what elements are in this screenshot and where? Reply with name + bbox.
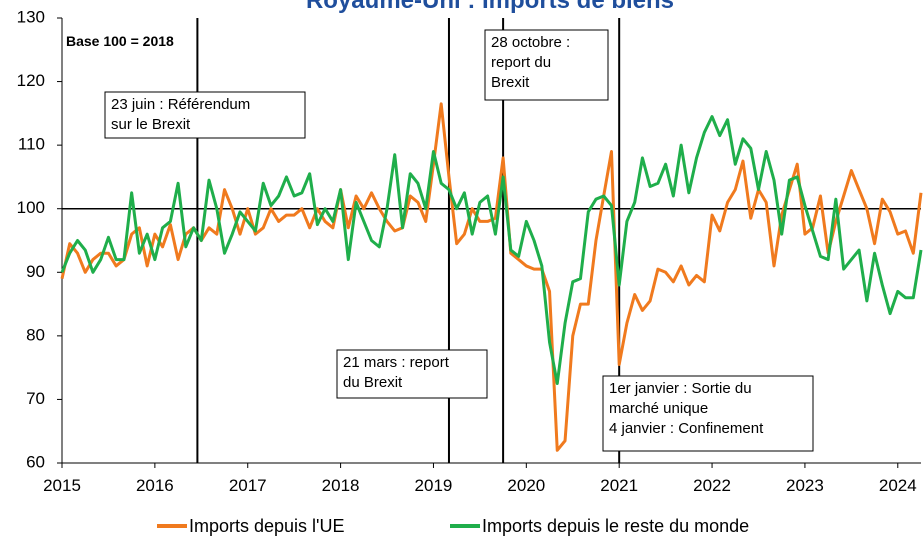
annotation-box bbox=[484, 29, 609, 101]
x-tick-label: 2017 bbox=[229, 476, 267, 495]
annotation-text: sur le Brexit bbox=[111, 116, 191, 133]
y-tick-label: 90 bbox=[26, 262, 45, 281]
y-tick-label: 110 bbox=[18, 135, 45, 154]
legend-label: Imports depuis le reste du monde bbox=[482, 516, 749, 536]
annotation-text: 23 juin : Référendum bbox=[111, 96, 250, 113]
annotation-text: 1er janvier : Sortie du bbox=[609, 380, 752, 397]
x-tick-label: 2018 bbox=[322, 476, 360, 495]
chart-title: Royaume-Uni : Imports de biens bbox=[306, 0, 674, 14]
annotation-text: report du bbox=[491, 54, 551, 71]
y-tick-label: 120 bbox=[17, 71, 45, 90]
annotation-text: Brexit bbox=[491, 74, 530, 91]
x-tick-label: 2021 bbox=[600, 476, 638, 495]
subtitle: Base 100 = 2018 bbox=[66, 33, 174, 49]
x-tick-label: 2016 bbox=[136, 476, 174, 495]
x-tick-label: 2023 bbox=[786, 476, 824, 495]
annotation-text: marché unique bbox=[609, 400, 708, 417]
annotation-text: du Brexit bbox=[343, 374, 403, 391]
x-tick-label: 2020 bbox=[507, 476, 545, 495]
x-tick-label: 2024 bbox=[879, 476, 917, 495]
y-tick-label: 60 bbox=[26, 452, 45, 471]
annotation-box bbox=[602, 375, 814, 452]
annotation-text: 21 mars : report bbox=[343, 354, 450, 371]
y-tick-label: 70 bbox=[26, 389, 45, 408]
annotation-box bbox=[104, 91, 306, 139]
legend-label: Imports depuis l'UE bbox=[189, 516, 345, 536]
y-tick-label: 100 bbox=[17, 198, 45, 217]
y-tick-label: 130 bbox=[17, 7, 45, 26]
annotation-box bbox=[336, 349, 488, 399]
x-tick-label: 2022 bbox=[693, 476, 731, 495]
x-tick-label: 2015 bbox=[43, 476, 81, 495]
y-tick-label: 80 bbox=[26, 325, 45, 344]
annotation-text: 28 octobre : bbox=[491, 34, 570, 51]
x-tick-label: 2019 bbox=[415, 476, 453, 495]
annotation-text: 4 janvier : Confinement bbox=[609, 420, 764, 437]
series-line bbox=[60, 115, 923, 386]
